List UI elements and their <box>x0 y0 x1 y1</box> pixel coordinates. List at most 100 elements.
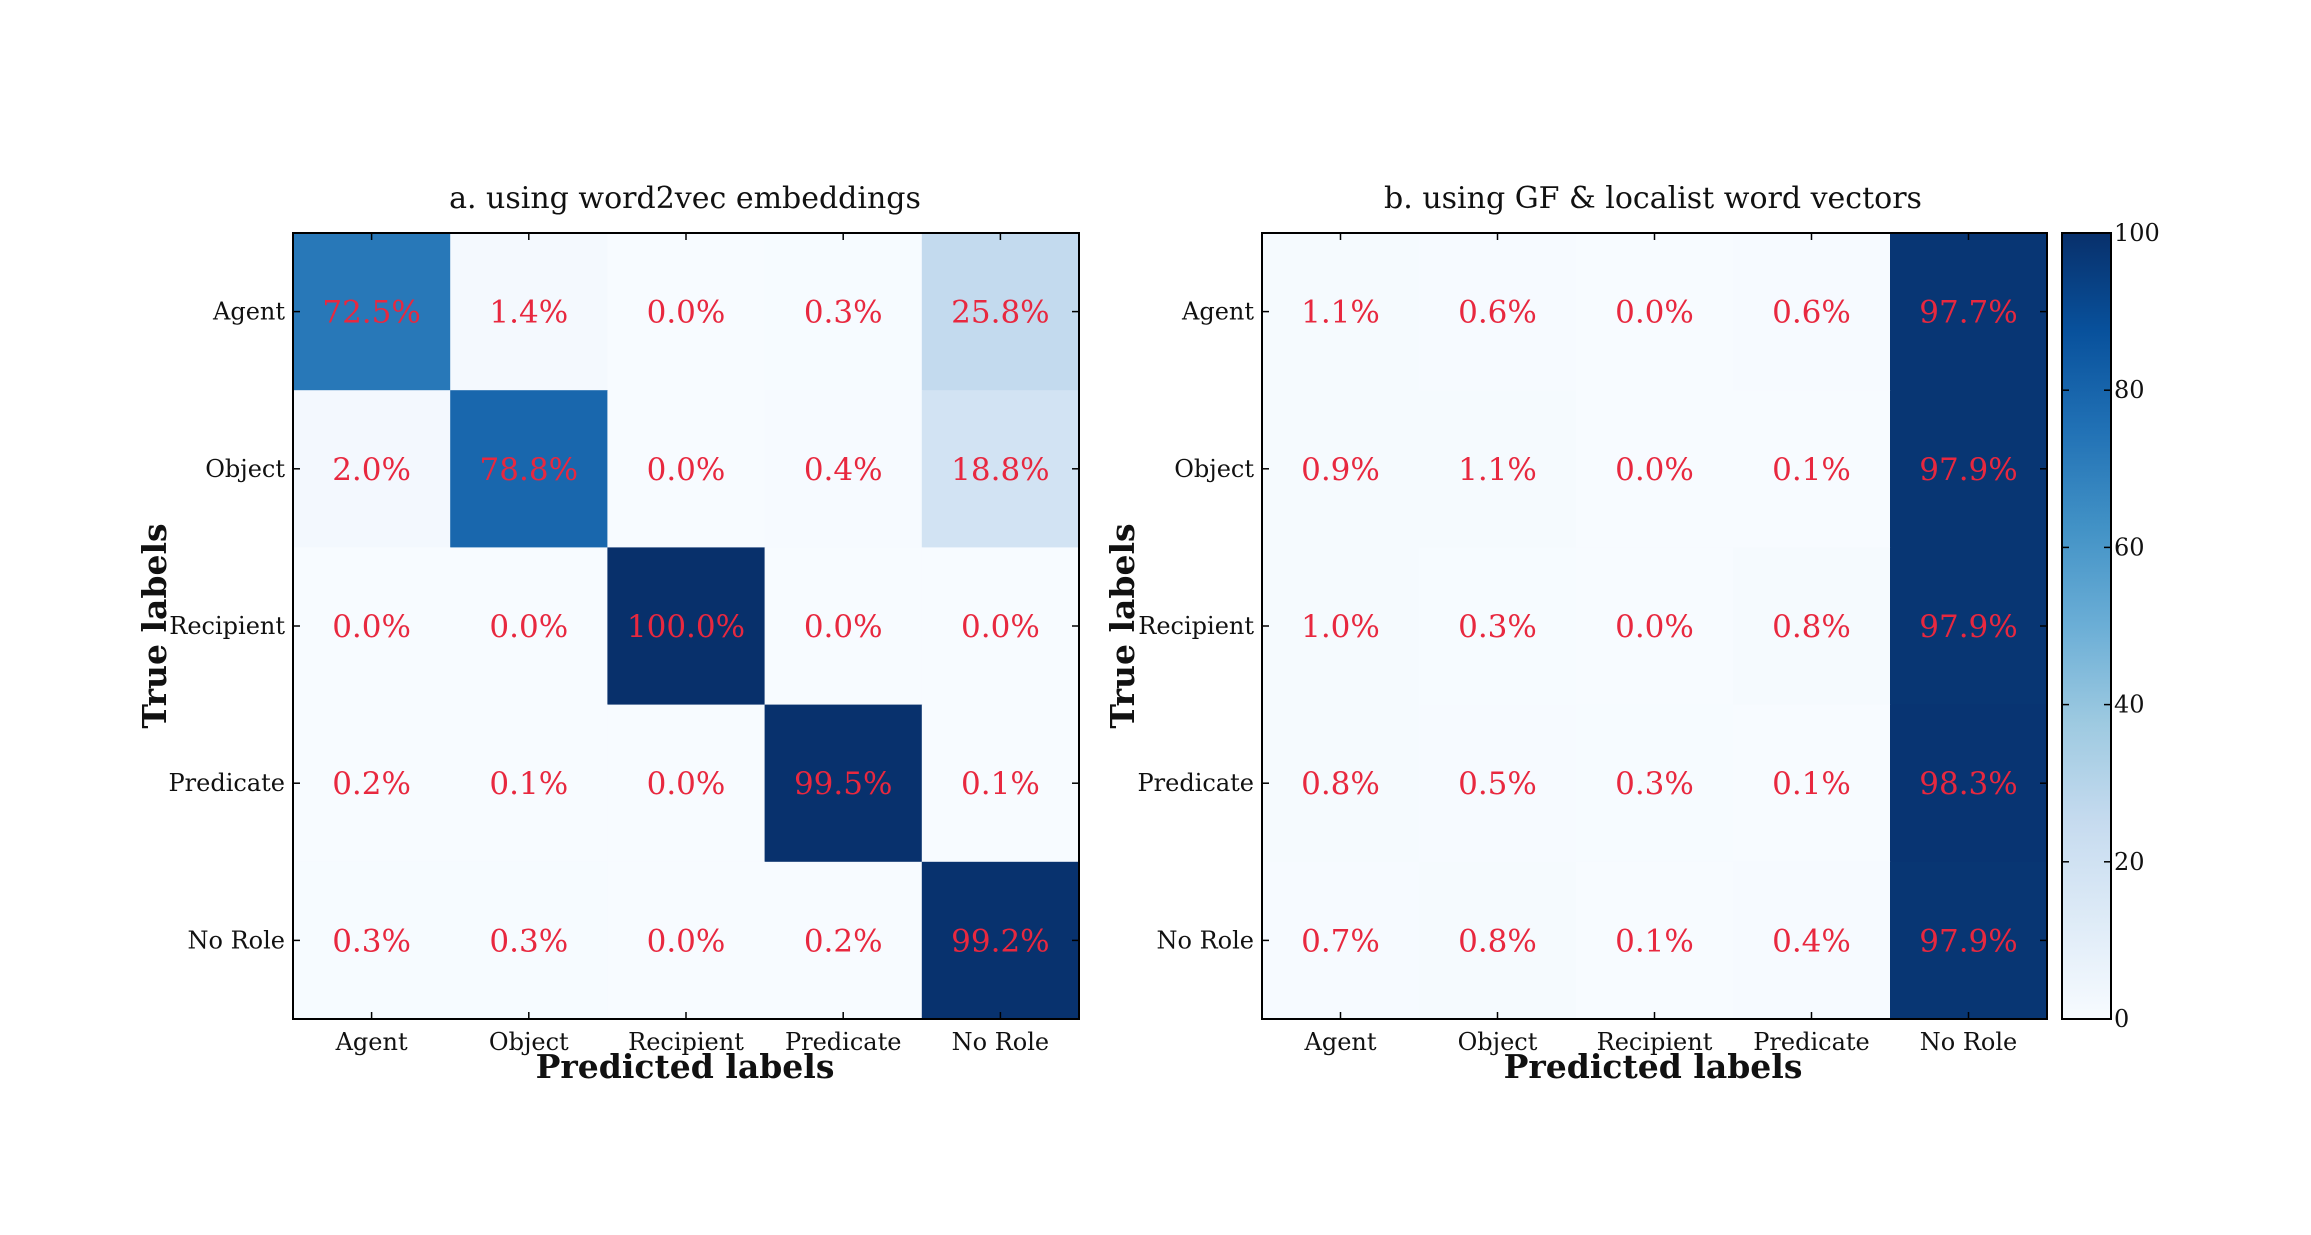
cell-value-label: 98.3% <box>1919 766 2017 802</box>
cell-value-label: 0.2% <box>804 923 883 959</box>
heatmap-cell <box>1733 704 1891 863</box>
heatmap-cell <box>1262 704 1420 863</box>
heatmap-cell <box>1890 704 2048 863</box>
heatmap-cell <box>921 861 1080 1020</box>
cell-value-label: 0.8% <box>1301 766 1380 802</box>
heatmap-cell <box>1262 547 1420 706</box>
heatmap-cell <box>764 547 923 706</box>
cell-value-label: 0.1% <box>1615 923 1694 959</box>
heatmap-cell <box>921 390 1080 548</box>
cell-value-label: 0.6% <box>1458 295 1537 331</box>
cell-value-label: 2.0% <box>332 452 411 488</box>
cell-value-label: 0.8% <box>1458 923 1537 959</box>
heatmap-cell <box>293 233 451 391</box>
cell-value-label: 97.9% <box>1919 452 2017 488</box>
cell-value-label: 97.7% <box>1919 295 2017 331</box>
cell-value-label: 0.0% <box>961 609 1040 645</box>
heatmap-cell <box>607 861 766 1020</box>
cell-value-label: 1.0% <box>1301 609 1380 645</box>
y-tick-label: Agent <box>1181 298 1254 326</box>
heatmap-cell <box>1890 390 2048 548</box>
heatmap-cell <box>450 390 608 548</box>
heatmap-cell <box>1419 861 1577 1020</box>
panel-b-title: b. using GF & localist word vectors <box>1384 181 1922 216</box>
heatmap-cell <box>1262 861 1420 1020</box>
heatmap-cell <box>607 233 766 391</box>
cell-value-label: 0.0% <box>804 609 883 645</box>
y-tick-label: No Role <box>188 926 285 954</box>
heatmap-cell <box>1262 390 1420 548</box>
heatmap-cell <box>1576 861 1734 1020</box>
heatmap-cell <box>764 390 923 548</box>
cell-value-label: 0.3% <box>1458 609 1537 645</box>
heatmap-cell <box>764 704 923 863</box>
heatmap-cell <box>1419 704 1577 863</box>
colorbar-tick-label: 20 <box>2114 848 2145 876</box>
cell-value-label: 0.4% <box>804 452 883 488</box>
heatmap-cell <box>764 233 923 391</box>
panel-a-cells <box>293 233 1080 1020</box>
cell-value-label: 99.5% <box>794 766 892 802</box>
panel-b-annotations: 1.1% 0.6% 0.0% 0.6% 97.7% 0.9% 1.1% 0.0% 0.1% 97.… <box>1301 295 2018 960</box>
cell-value-label: 0.0% <box>1615 295 1694 331</box>
y-tick-label: Object <box>205 455 285 483</box>
heatmap-cell <box>607 547 766 706</box>
panel-a-title: a. using word2vec embeddings <box>449 181 921 216</box>
colorbar-tick-label: 80 <box>2114 376 2145 404</box>
cell-value-label: 100.0% <box>627 609 745 645</box>
cell-value-label: 0.0% <box>489 609 568 645</box>
heatmap-cell <box>921 233 1080 391</box>
y-tick-label: Recipient <box>1138 612 1254 640</box>
heatmap-cell <box>450 233 608 391</box>
cell-value-label: 0.5% <box>1458 766 1537 802</box>
heatmap-cell <box>450 704 608 863</box>
cell-value-label: 0.1% <box>1772 452 1851 488</box>
heatmap-cell <box>293 547 451 706</box>
heatmap-cell <box>1262 233 1420 391</box>
heatmap-cell <box>1890 547 2048 706</box>
panel-a-x-ticks: Agent Object Recipient Predicate No Role <box>335 233 1049 1056</box>
heatmap-cell <box>450 861 608 1020</box>
heatmap-cell <box>607 704 766 863</box>
panel-a: a. using word2vec embeddings 72.5% 1.4% 0.… <box>135 181 1080 1086</box>
heatmap-cell <box>1733 390 1891 548</box>
x-tick-label: Predicate <box>785 1028 901 1056</box>
cell-value-label: 0.4% <box>1772 923 1851 959</box>
cell-value-label: 97.9% <box>1919 923 2017 959</box>
cell-value-label: 0.0% <box>647 452 726 488</box>
heatmap-cell <box>1419 233 1577 391</box>
cell-value-label: 0.2% <box>332 766 411 802</box>
panel-b-cells <box>1262 233 2048 1020</box>
cell-value-label: 18.8% <box>951 452 1049 488</box>
heatmap-cell <box>1576 704 1734 863</box>
heatmap-cell <box>1733 547 1891 706</box>
heatmap-cell <box>607 390 766 548</box>
panel-b-y-ticks: Agent Object Recipient Predicate No Role <box>1138 298 2047 954</box>
heatmap-cell <box>293 704 451 863</box>
heatmap-cell <box>921 704 1080 863</box>
cell-value-label: 0.3% <box>1615 766 1694 802</box>
heatmap-cell <box>1419 390 1577 548</box>
cell-value-label: 0.0% <box>332 609 411 645</box>
heatmap-cell <box>1890 861 2048 1020</box>
cell-value-label: 1.1% <box>1301 295 1380 331</box>
colorbar-ticks: 0 20 40 60 80 100 <box>2062 219 2160 1033</box>
y-tick-label: Predicate <box>169 769 285 797</box>
heatmap-cell <box>1733 233 1891 391</box>
cell-value-label: 0.0% <box>647 295 726 331</box>
x-tick-label: No Role <box>952 1028 1049 1056</box>
x-tick-label: Object <box>1458 1028 1538 1056</box>
y-tick-label: Recipient <box>169 612 285 640</box>
cell-value-label: 1.1% <box>1458 452 1537 488</box>
x-tick-label: Recipient <box>1597 1028 1713 1056</box>
heatmap-cell <box>1733 861 1891 1020</box>
colorbar-tick-label: 40 <box>2114 691 2145 719</box>
panel-a-y-ticks: Agent Object Recipient Predicate No Role <box>169 298 1079 954</box>
colorbar-tick-label: 60 <box>2114 533 2145 561</box>
colorbar-gradient <box>2061 232 2112 1020</box>
x-tick-label: Predicate <box>1753 1028 1869 1056</box>
cell-value-label: 99.2% <box>951 923 1049 959</box>
cell-value-label: 0.0% <box>1615 609 1694 645</box>
cell-value-label: 0.3% <box>332 923 411 959</box>
